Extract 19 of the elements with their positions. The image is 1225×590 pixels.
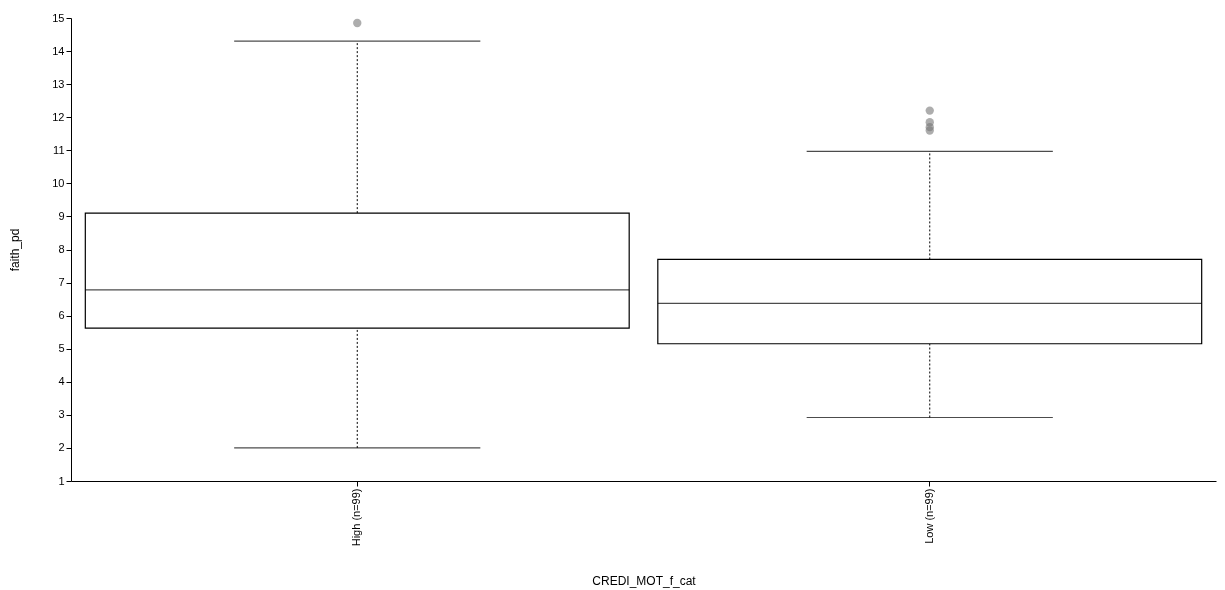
x-tick-label: Low (n=99) <box>922 488 935 544</box>
y-tick-label: 5 <box>58 342 65 355</box>
y-axis-title: faith_pd <box>8 228 23 272</box>
y-tick-label: 9 <box>58 209 65 222</box>
y-tick-label: 14 <box>52 44 65 57</box>
x-tick-label: High (n=99) <box>350 488 363 547</box>
y-tick-label: 6 <box>58 309 65 322</box>
y-tick-label: 1 <box>58 474 65 487</box>
y-tick-label: 13 <box>52 77 65 90</box>
y-tick-label: 12 <box>52 110 65 123</box>
y-tick-label: 2 <box>58 441 65 454</box>
y-tick-label: 10 <box>52 176 65 189</box>
y-tick-label: 15 <box>52 11 65 24</box>
y-tick-label: 4 <box>58 375 65 388</box>
x-axis-title: CREDI_MOT_f_cat <box>592 574 697 589</box>
y-tick-label: 7 <box>58 276 65 289</box>
y-tick-label: 11 <box>53 143 65 156</box>
y-tick-label: 3 <box>58 408 65 421</box>
y-tick-label: 8 <box>58 243 65 255</box>
